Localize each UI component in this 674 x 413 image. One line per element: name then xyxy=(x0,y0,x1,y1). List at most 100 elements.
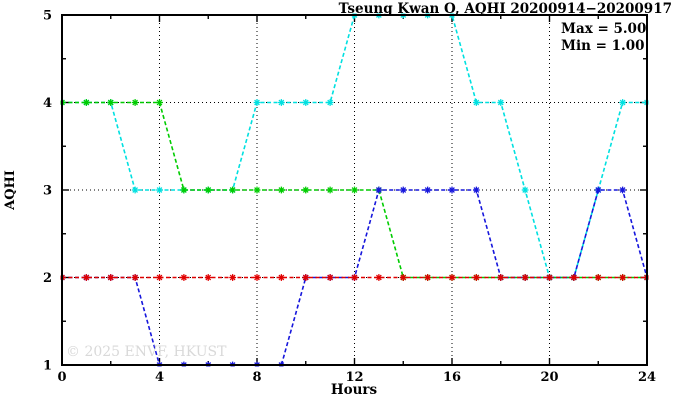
marker-stroke xyxy=(571,274,577,281)
data-point-marker xyxy=(277,274,285,281)
data-point-marker xyxy=(156,274,163,281)
data-point-marker xyxy=(424,274,432,281)
data-point-marker xyxy=(448,274,456,281)
marker-stroke xyxy=(595,187,602,193)
marker-stroke xyxy=(400,187,407,193)
data-point-marker xyxy=(107,99,115,106)
marker-stroke xyxy=(302,274,309,281)
marker-stroke xyxy=(229,187,236,193)
marker-stroke xyxy=(229,274,236,281)
x-axis-label: Hours xyxy=(331,382,378,398)
y-axis-label: AQHI xyxy=(3,170,18,211)
marker-stroke xyxy=(376,187,382,193)
data-point-marker xyxy=(156,99,163,106)
marker-stroke xyxy=(254,187,260,193)
data-point-marker xyxy=(521,274,529,281)
marker-stroke xyxy=(302,187,309,193)
marker-stroke xyxy=(278,99,285,106)
y-tick-label: 5 xyxy=(43,9,52,24)
marker-stroke xyxy=(254,274,260,281)
marker-stroke xyxy=(83,274,90,281)
marker-stroke xyxy=(473,187,480,193)
min-annotation: Min = 1.00 xyxy=(561,38,644,54)
data-point-marker xyxy=(253,274,261,281)
data-point-marker xyxy=(302,274,310,281)
data-point-marker xyxy=(204,274,212,281)
marker-stroke xyxy=(107,274,114,281)
marker-stroke xyxy=(327,187,333,193)
marker-stroke xyxy=(132,274,138,281)
data-point-marker xyxy=(570,274,578,281)
data-point-marker xyxy=(546,274,553,281)
data-point-marker xyxy=(497,99,505,106)
data-point-marker xyxy=(156,186,163,194)
x-tick-label: 0 xyxy=(57,370,66,385)
x-tick-label: 12 xyxy=(345,370,363,385)
data-point-marker xyxy=(131,186,139,194)
data-point-marker xyxy=(229,274,237,281)
data-point-marker xyxy=(424,186,432,194)
marker-stroke xyxy=(522,187,528,193)
watermark: © 2025 ENVF, HKUST xyxy=(66,344,227,360)
y-tick-label: 1 xyxy=(43,359,52,374)
x-tick-label: 8 xyxy=(252,370,261,385)
data-point-marker xyxy=(277,99,285,106)
marker-stroke xyxy=(181,187,187,193)
marker-stroke xyxy=(205,187,212,193)
data-point-marker xyxy=(448,186,456,194)
data-point-marker xyxy=(253,99,261,106)
x-tick-label: 20 xyxy=(540,370,558,385)
marker-stroke xyxy=(400,274,407,281)
marker-stroke xyxy=(181,274,187,281)
marker-stroke xyxy=(424,274,431,281)
series-layer xyxy=(60,13,649,367)
data-point-marker xyxy=(82,99,90,106)
data-point-marker xyxy=(180,274,188,281)
marker-stroke xyxy=(156,99,163,106)
data-point-marker xyxy=(253,186,261,194)
series-red xyxy=(60,274,649,281)
data-point-marker xyxy=(326,99,334,106)
data-point-marker xyxy=(619,274,627,281)
data-point-marker xyxy=(229,186,237,194)
data-point-marker xyxy=(472,186,480,194)
x-tick-label: 24 xyxy=(638,370,656,385)
data-point-marker xyxy=(521,186,529,194)
data-point-marker xyxy=(326,274,334,281)
marker-stroke xyxy=(376,274,382,281)
data-point-marker xyxy=(375,274,383,281)
marker-stroke xyxy=(449,274,455,281)
marker-stroke xyxy=(595,274,602,281)
marker-stroke xyxy=(156,187,163,193)
marker-stroke xyxy=(254,99,260,106)
marker-stroke xyxy=(473,274,480,281)
marker-stroke xyxy=(449,187,455,193)
marker-stroke xyxy=(619,274,626,281)
marker-stroke xyxy=(424,187,431,193)
marker-stroke xyxy=(327,274,333,281)
marker-stroke xyxy=(205,274,212,281)
data-point-marker xyxy=(131,274,139,281)
marker-stroke xyxy=(619,99,626,106)
marker-stroke xyxy=(83,99,90,106)
data-point-marker xyxy=(375,186,383,194)
marker-stroke xyxy=(351,187,358,193)
data-point-marker xyxy=(302,99,310,106)
marker-stroke xyxy=(497,99,504,106)
marker-stroke xyxy=(497,274,504,281)
data-point-marker xyxy=(619,186,627,194)
data-point-marker xyxy=(399,274,407,281)
marker-stroke xyxy=(278,187,285,193)
data-point-marker xyxy=(472,99,480,106)
y-tick-label: 2 xyxy=(43,271,52,286)
series-line-cyan xyxy=(62,14,647,279)
x-tick-label: 16 xyxy=(443,370,461,385)
data-point-marker xyxy=(180,186,188,194)
marker-stroke xyxy=(473,99,480,106)
data-point-marker xyxy=(131,99,139,106)
data-point-marker xyxy=(351,274,358,281)
marker-stroke xyxy=(107,99,114,106)
max-annotation: Max = 5.00 xyxy=(561,21,646,37)
